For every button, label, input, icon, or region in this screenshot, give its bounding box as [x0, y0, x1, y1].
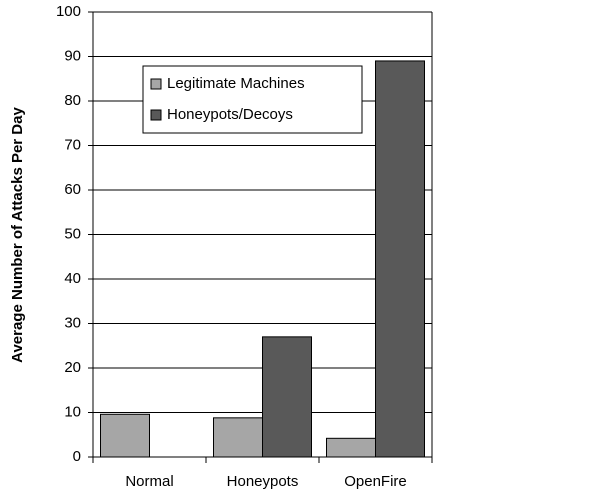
- y-tick-label: 20: [64, 359, 81, 376]
- bar: [100, 413, 150, 458]
- bar: [213, 417, 263, 458]
- y-tick-label: 50: [64, 225, 81, 242]
- y-tick-label: 60: [64, 181, 81, 198]
- bar: [375, 60, 425, 458]
- y-tick-label: 0: [73, 448, 81, 465]
- legend-swatch: [150, 78, 162, 90]
- legend-label: Honeypots/Decoys: [167, 106, 293, 123]
- x-tick-label: OpenFire: [344, 473, 407, 490]
- y-tick-label: 10: [64, 403, 81, 420]
- bar: [262, 336, 312, 458]
- y-tick-label: 70: [64, 136, 81, 153]
- x-tick-label: Honeypots: [227, 473, 299, 490]
- legend-label: Legitimate Machines: [167, 75, 305, 92]
- y-tick-label: 90: [64, 47, 81, 64]
- legend-swatch: [150, 109, 162, 121]
- y-axis-label: Average Number of Attacks Per Day: [9, 107, 26, 363]
- legend-box: [142, 65, 363, 134]
- y-tick-label: 80: [64, 92, 81, 109]
- y-tick-label: 40: [64, 270, 81, 287]
- y-tick-label: 100: [56, 3, 81, 20]
- x-tick-label: Normal: [125, 473, 173, 490]
- bar: [326, 437, 376, 458]
- y-tick-label: 30: [64, 314, 81, 331]
